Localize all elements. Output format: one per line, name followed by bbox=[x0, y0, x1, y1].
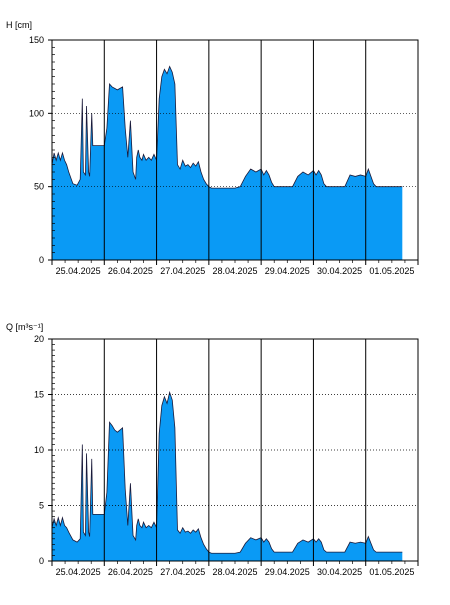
x-tick-label: 25.04.2025 bbox=[56, 567, 101, 577]
chart-ylabel: H [cm] bbox=[6, 20, 32, 30]
series-area bbox=[52, 392, 403, 561]
y-tick-label: 5 bbox=[39, 501, 44, 511]
chart-ylabel: Q [m³s⁻¹] bbox=[6, 322, 43, 332]
x-tick-label: 28.04.2025 bbox=[212, 567, 257, 577]
plot-area: 0 50 100 150 25.04.2025 26.04.2025 27.04.2025 2… bbox=[29, 35, 419, 276]
y-tick-label: 0 bbox=[39, 556, 44, 566]
x-tick-label: 30.04.2025 bbox=[317, 266, 362, 276]
x-tick-label: 26.04.2025 bbox=[108, 266, 153, 276]
y-tick-label: 100 bbox=[29, 108, 44, 118]
x-tick-label: 29.04.2025 bbox=[265, 266, 310, 276]
x-tick-label: 28.04.2025 bbox=[212, 266, 257, 276]
x-tick-label: 30.04.2025 bbox=[317, 567, 362, 577]
discharge-chart: Q [m³s⁻¹] 0 5 10 15 20 25.04.2025 26.04.2025 27… bbox=[6, 322, 419, 577]
plot-area: 0 5 10 15 20 25.04.2025 26.04.2025 27.04.2025 28… bbox=[34, 334, 419, 577]
x-tick-label: 27.04.2025 bbox=[160, 266, 205, 276]
water-level-chart: H [cm] 0 50 100 150 25.04.2025 26.04.2025 27.0… bbox=[6, 20, 419, 276]
series-area bbox=[52, 66, 403, 261]
y-tick-label: 150 bbox=[29, 35, 44, 45]
x-tick-label: 25.04.2025 bbox=[56, 266, 101, 276]
y-tick-label: 0 bbox=[39, 255, 44, 265]
y-tick-label: 15 bbox=[34, 390, 44, 400]
x-tick-label: 29.04.2025 bbox=[265, 567, 310, 577]
y-tick-label: 50 bbox=[34, 182, 44, 192]
x-tick-label: 01.05.2025 bbox=[369, 266, 414, 276]
series-line bbox=[51, 65, 403, 189]
y-tick-label: 20 bbox=[34, 334, 44, 344]
x-tick-label: 01.05.2025 bbox=[369, 567, 414, 577]
y-tick-label: 10 bbox=[34, 445, 44, 455]
x-tick-label: 26.04.2025 bbox=[108, 567, 153, 577]
x-tick-label: 27.04.2025 bbox=[160, 567, 205, 577]
series-line bbox=[51, 390, 403, 554]
